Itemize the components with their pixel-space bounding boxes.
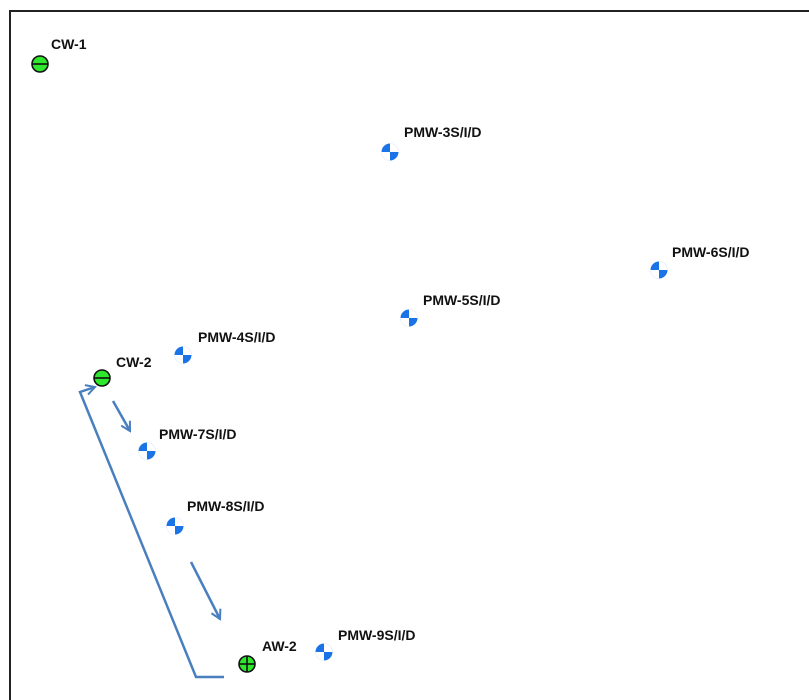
circle-minus-icon	[31, 55, 49, 73]
well-cw-1[interactable]: CW-1	[31, 36, 87, 73]
well-label-pmw-8: PMW-8S/I/D	[187, 498, 265, 514]
well-quadrant-icon	[138, 442, 156, 460]
well-quadrant-icon	[166, 517, 184, 535]
well-quadrant-icon	[174, 346, 192, 364]
wells-layer: CW-1 PMW-3S/I/D PMW-6S/I/D	[31, 36, 750, 673]
well-label-pmw-9: PMW-9S/I/D	[338, 627, 416, 643]
well-label-pmw-6: PMW-6S/I/D	[672, 244, 750, 260]
well-label-aw-2: AW-2	[262, 638, 297, 654]
flow-arrow-aw2-to-cw2	[78, 387, 224, 679]
well-quadrant-icon	[400, 309, 418, 327]
well-label-pmw-5: PMW-5S/I/D	[423, 292, 501, 308]
well-pmw-7[interactable]: PMW-7S/I/D	[138, 426, 237, 460]
well-aw-2[interactable]: AW-2	[238, 638, 297, 673]
flow-arrows	[78, 387, 224, 679]
well-pmw-9[interactable]: PMW-9S/I/D	[315, 627, 416, 661]
well-cw-2[interactable]: CW-2	[93, 354, 152, 387]
well-label-cw-1: CW-1	[51, 36, 87, 52]
circle-minus-icon	[93, 369, 111, 387]
well-label-cw-2: CW-2	[116, 354, 152, 370]
well-pmw-5[interactable]: PMW-5S/I/D	[400, 292, 501, 327]
well-quadrant-icon	[315, 643, 333, 661]
well-pmw-6[interactable]: PMW-6S/I/D	[650, 244, 750, 279]
flow-arrow-cw2-to-pmw7	[111, 400, 132, 431]
circle-plus-icon	[238, 655, 256, 673]
well-label-pmw-7: PMW-7S/I/D	[159, 426, 237, 442]
well-pmw-4[interactable]: PMW-4S/I/D	[174, 329, 276, 364]
well-label-pmw-3: PMW-3S/I/D	[404, 124, 482, 140]
well-pmw-3[interactable]: PMW-3S/I/D	[381, 124, 482, 161]
well-label-pmw-4: PMW-4S/I/D	[198, 329, 276, 345]
flow-arrow-pmw8-to-aw2	[189, 561, 220, 619]
well-pmw-8[interactable]: PMW-8S/I/D	[166, 498, 265, 535]
well-quadrant-icon	[650, 261, 668, 279]
map-border	[9, 10, 809, 700]
well-quadrant-icon	[381, 143, 399, 161]
